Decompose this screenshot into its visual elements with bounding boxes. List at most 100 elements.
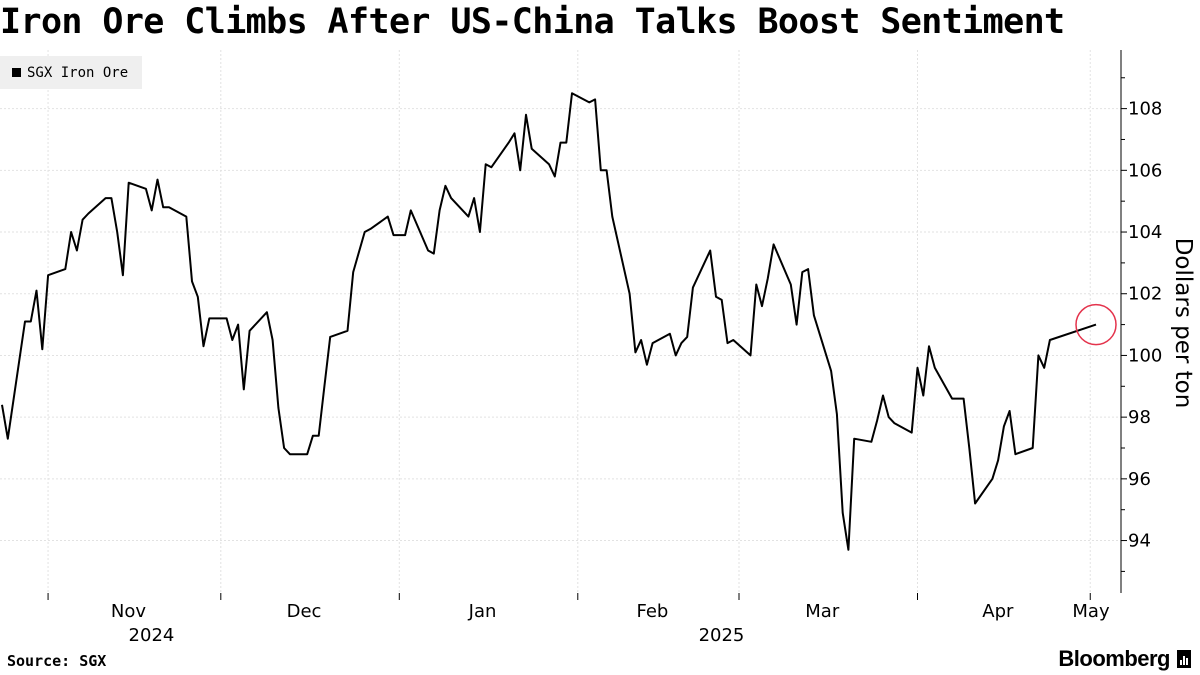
y-axis-ticks: 94 96 98 100 102 104 106 108: [1121, 77, 1162, 572]
tick-label-x-apr: Apr: [982, 601, 1014, 622]
y-axis-label: Dollars per ton: [1170, 238, 1196, 409]
data-point-2024-12-26: [364, 231, 366, 233]
data-point-2025-03-06: [767, 277, 769, 279]
data-point-2025-02-04: [594, 98, 596, 100]
horizontal-gridlines: [0, 108, 1121, 542]
data-point-2025-04-22: [1037, 354, 1039, 356]
data-point-2024-12-17: [312, 435, 314, 437]
data-point-2025-02-20: [686, 336, 688, 338]
data-point-2025-02-21: [692, 287, 694, 289]
data-point-2024-12-18: [318, 435, 320, 437]
bloomberg-chart-icon: [1177, 650, 1191, 668]
data-point-2025-04-17: [1009, 410, 1011, 412]
data-point-2025-01-28: [554, 176, 556, 178]
data-point-2024-11-01: [47, 274, 49, 276]
data-point-2024-12-05: [243, 388, 245, 390]
data-point-2024-11-11: [105, 197, 107, 199]
tick-label-y-100: 100: [1128, 345, 1162, 366]
data-point-2025-04-07: [951, 398, 953, 400]
tick-label-x-jan: Jan: [468, 601, 497, 622]
data-point-2025-03-04: [755, 284, 757, 286]
data-point-2024-11-12: [110, 197, 112, 199]
data-point-2025-03-26: [882, 395, 884, 397]
data-point-2025-01-24: [531, 148, 533, 150]
data-point-2025-02-05: [600, 169, 602, 171]
data-point-2025-03-27: [888, 416, 890, 418]
data-point-2024-10-24: [1, 404, 3, 406]
data-point-2025-01-23: [525, 114, 527, 116]
series-points: [1, 92, 1097, 551]
source-note: Source: SGX: [7, 652, 107, 670]
data-point-2025-04-23: [1043, 367, 1045, 369]
data-point-2025-03-14: [813, 314, 815, 316]
data-point-2024-12-09: [266, 311, 268, 313]
data-point-2025-01-09: [444, 185, 446, 187]
data-point-2024-11-26: [191, 280, 193, 282]
tick-label-y-98: 98: [1128, 407, 1151, 428]
year-label-2024: 2024: [129, 625, 175, 646]
data-point-2025-02-13: [646, 364, 648, 366]
data-point-2025-04-08: [957, 398, 959, 400]
data-point-2025-02-12: [640, 339, 642, 341]
data-point-2024-12-31: [393, 234, 395, 236]
data-point-2025-01-30: [565, 142, 567, 144]
tick-label-y-108: 108: [1128, 99, 1162, 120]
data-point-2024-12-10: [272, 339, 274, 341]
data-point-2025-01-31: [571, 92, 573, 94]
data-point-2025-04-14: [991, 478, 993, 480]
data-point-2025-01-13: [467, 216, 469, 218]
year-label-2025: 2025: [699, 625, 745, 646]
data-point-2025-04-09: [963, 398, 965, 400]
data-point-2025-01-08: [439, 209, 441, 211]
data-point-2024-11-13: [116, 231, 118, 233]
data-point-2025-02-17: [669, 333, 671, 335]
data-point-2024-11-05: [70, 231, 72, 233]
tick-label-y-94: 94: [1128, 531, 1151, 552]
chart-title: Iron Ore Climbs After US-China Talks Boo…: [0, 2, 1065, 42]
data-point-2024-12-11: [277, 407, 279, 409]
data-point-2025-01-27: [548, 163, 550, 165]
data-point-2025-01-07: [433, 253, 435, 255]
data-point-2024-12-06: [249, 330, 251, 332]
data-point-2025-02-26: [721, 299, 723, 301]
data-point-2024-12-03: [231, 339, 233, 341]
data-point-2024-11-20: [157, 179, 159, 181]
data-point-2024-12-02: [226, 317, 228, 319]
data-point-2025-03-05: [761, 305, 763, 307]
data-point-2024-11-18: [145, 188, 147, 190]
data-point-2024-10-30: [36, 290, 38, 292]
data-point-2024-11-25: [185, 216, 187, 218]
data-point-2025-03-21: [853, 438, 855, 440]
data-point-2024-11-19: [151, 209, 153, 211]
data-point-2025-02-18: [675, 354, 677, 356]
data-point-2025-02-14: [652, 342, 654, 344]
data-point-2025-03-11: [796, 324, 798, 326]
data-point-2025-02-27: [727, 342, 729, 344]
data-point-2024-12-12: [283, 447, 285, 449]
data-point-2024-12-20: [329, 336, 331, 338]
data-point-2025-04-16: [1003, 425, 1005, 427]
data-point-2025-01-20: [508, 142, 510, 144]
vertical-gridlines: [47, 50, 1091, 593]
tick-label-y-104: 104: [1128, 222, 1162, 243]
data-point-2024-12-19: [323, 385, 325, 387]
data-point-2025-01-03: [410, 209, 412, 211]
data-point-2024-11-22: [168, 206, 170, 208]
tick-label-x-mar: Mar: [805, 601, 840, 622]
legend-label: SGX Iron Ore: [27, 64, 129, 81]
tick-label-x-may: May: [1072, 601, 1110, 622]
data-point-2024-12-24: [352, 271, 354, 273]
data-point-2025-01-22: [519, 169, 521, 171]
data-point-2025-02-28: [732, 339, 734, 341]
data-point-2025-02-25: [715, 296, 717, 298]
data-point-2025-04-02: [922, 395, 924, 397]
data-point-2025-03-24: [870, 441, 872, 443]
legend: SGX Iron Ore: [0, 56, 142, 89]
data-point-2025-04-03: [928, 345, 930, 347]
data-point-2025-03-20: [847, 549, 849, 551]
data-point-2024-11-21: [162, 206, 164, 208]
data-point-2024-12-30: [387, 216, 389, 218]
data-point-2025-01-21: [514, 132, 516, 134]
data-point-2025-01-16: [485, 163, 487, 165]
